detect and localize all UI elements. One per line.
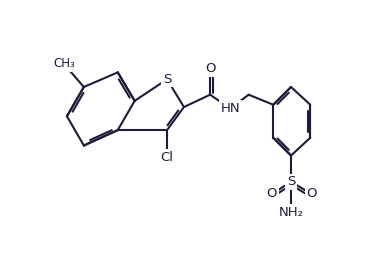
Text: CH₃: CH₃ [53,57,75,70]
Text: S: S [163,73,171,86]
Text: HN: HN [220,102,240,115]
Text: O: O [307,187,317,200]
Text: O: O [205,62,215,75]
Text: NH₂: NH₂ [278,206,303,219]
Text: Cl: Cl [160,151,174,164]
Text: O: O [267,187,277,200]
Text: S: S [287,175,295,188]
